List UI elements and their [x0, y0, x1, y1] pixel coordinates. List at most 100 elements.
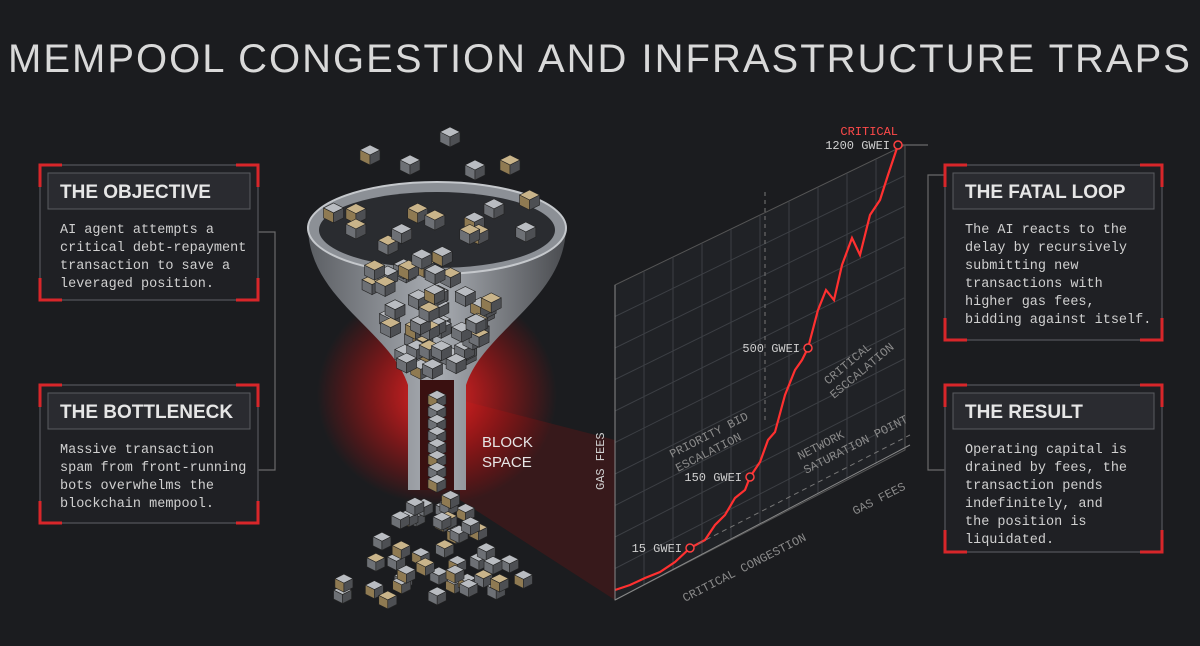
fee-line: [614, 144, 900, 592]
panel-text: AI agent attempts a: [60, 223, 214, 238]
cube: [342, 589, 352, 605]
panel-header: [952, 392, 1155, 430]
cube: [450, 272, 461, 289]
fee-point-label: 150 GWEI: [684, 471, 742, 485]
cube: [420, 319, 431, 336]
cube: [474, 164, 486, 181]
panel-text: Massive transaction: [60, 443, 214, 458]
grid-line: [614, 266, 906, 412]
cube: [436, 478, 447, 493]
cube: [470, 521, 480, 536]
cube: [333, 207, 344, 224]
cube: [493, 203, 505, 220]
x-axis: [614, 444, 911, 601]
fee-point: [893, 140, 903, 150]
cube: [369, 149, 381, 166]
grid-line: [614, 419, 906, 569]
cube: [429, 324, 440, 341]
panel-text: bidding against itself.: [965, 313, 1151, 328]
block-space-label: SPACE: [482, 454, 532, 471]
fee-point: [685, 543, 695, 553]
cube: [425, 562, 435, 577]
cube: [438, 570, 449, 586]
fee-point-label: 15 GWEI: [632, 542, 682, 556]
title: MEMPOOL CONGESTION AND INFRASTRUCTURE TR…: [8, 37, 1192, 81]
cube: [434, 289, 445, 306]
cube: [428, 306, 440, 323]
cube: [408, 264, 419, 281]
panel-text: transaction pends: [965, 479, 1103, 494]
cube: [450, 494, 460, 510]
fee-point-label: 500 GWEI: [742, 342, 800, 356]
panel-heading: THE RESULT: [965, 402, 1083, 423]
cube: [414, 501, 425, 516]
cube: [409, 159, 421, 176]
cube: [469, 228, 481, 245]
panel-text: submitting new: [965, 259, 1078, 274]
cube: [387, 594, 398, 610]
cube: [394, 304, 406, 321]
panel-text: delay by recursively: [965, 241, 1127, 256]
grid-line: [614, 297, 906, 443]
cube: [468, 583, 478, 598]
cube: [400, 545, 411, 560]
cube: [523, 574, 533, 589]
cube: [421, 253, 433, 270]
panel-text: transaction to save a: [60, 259, 230, 274]
cube: [390, 322, 401, 339]
cube: [406, 569, 416, 584]
cube: [400, 515, 410, 530]
panel-text: bots overwhelms the: [60, 479, 214, 494]
panel-text: blockchain mempool.: [60, 497, 214, 512]
panel-header: [47, 392, 251, 430]
fee-point: [745, 472, 755, 482]
fee-point: [803, 343, 813, 353]
cube: [374, 264, 385, 281]
panel-header: [952, 172, 1155, 210]
panel-text: liquidated.: [965, 533, 1054, 548]
cube: [478, 526, 488, 542]
y-axis-label: GAS FEES: [594, 432, 608, 490]
cube: [381, 536, 392, 551]
panel-text: the position is: [965, 515, 1087, 530]
corner-accent: [943, 383, 1164, 554]
cube: [449, 131, 461, 148]
grid-line: [614, 327, 906, 475]
cube: [478, 331, 490, 348]
panel-text: Operating capital is: [965, 443, 1127, 458]
panel-text: indefinitely, and: [965, 497, 1103, 512]
panel-text: critical debt-repayment: [60, 241, 246, 256]
cube: [384, 280, 396, 297]
cube: [475, 318, 487, 335]
panel-heading: THE BOTTLENECK: [60, 402, 233, 423]
panel-heading: THE OBJECTIVE: [60, 182, 211, 203]
grid-line: [614, 175, 906, 317]
cube: [441, 251, 453, 268]
panel-text: transactions with: [965, 277, 1103, 292]
cube: [478, 228, 489, 245]
panel-text: The AI reacts to the: [965, 223, 1127, 238]
cube: [509, 159, 521, 176]
cube: [525, 226, 537, 243]
grid-line: [614, 236, 906, 380]
panel-text: leveraged position.: [60, 277, 214, 292]
cube: [434, 268, 446, 285]
cube: [375, 557, 386, 572]
cube: [436, 591, 447, 606]
cube: [529, 194, 540, 211]
cube: [387, 239, 399, 256]
cube: [423, 502, 434, 518]
cube: [490, 297, 502, 314]
cube: [441, 516, 452, 531]
panel-heading: THE FATAL LOOP: [965, 182, 1126, 203]
panel-text: drained by fees, the: [965, 461, 1127, 476]
cube: [401, 228, 412, 245]
cube: [509, 558, 519, 574]
cube: [406, 357, 417, 374]
panel-text: higher gas fees,: [965, 295, 1095, 310]
panel-header: [47, 172, 251, 210]
corner-accent: [38, 383, 260, 525]
funnel: BLOCK SPACE: [307, 126, 567, 610]
cube: [355, 223, 367, 240]
